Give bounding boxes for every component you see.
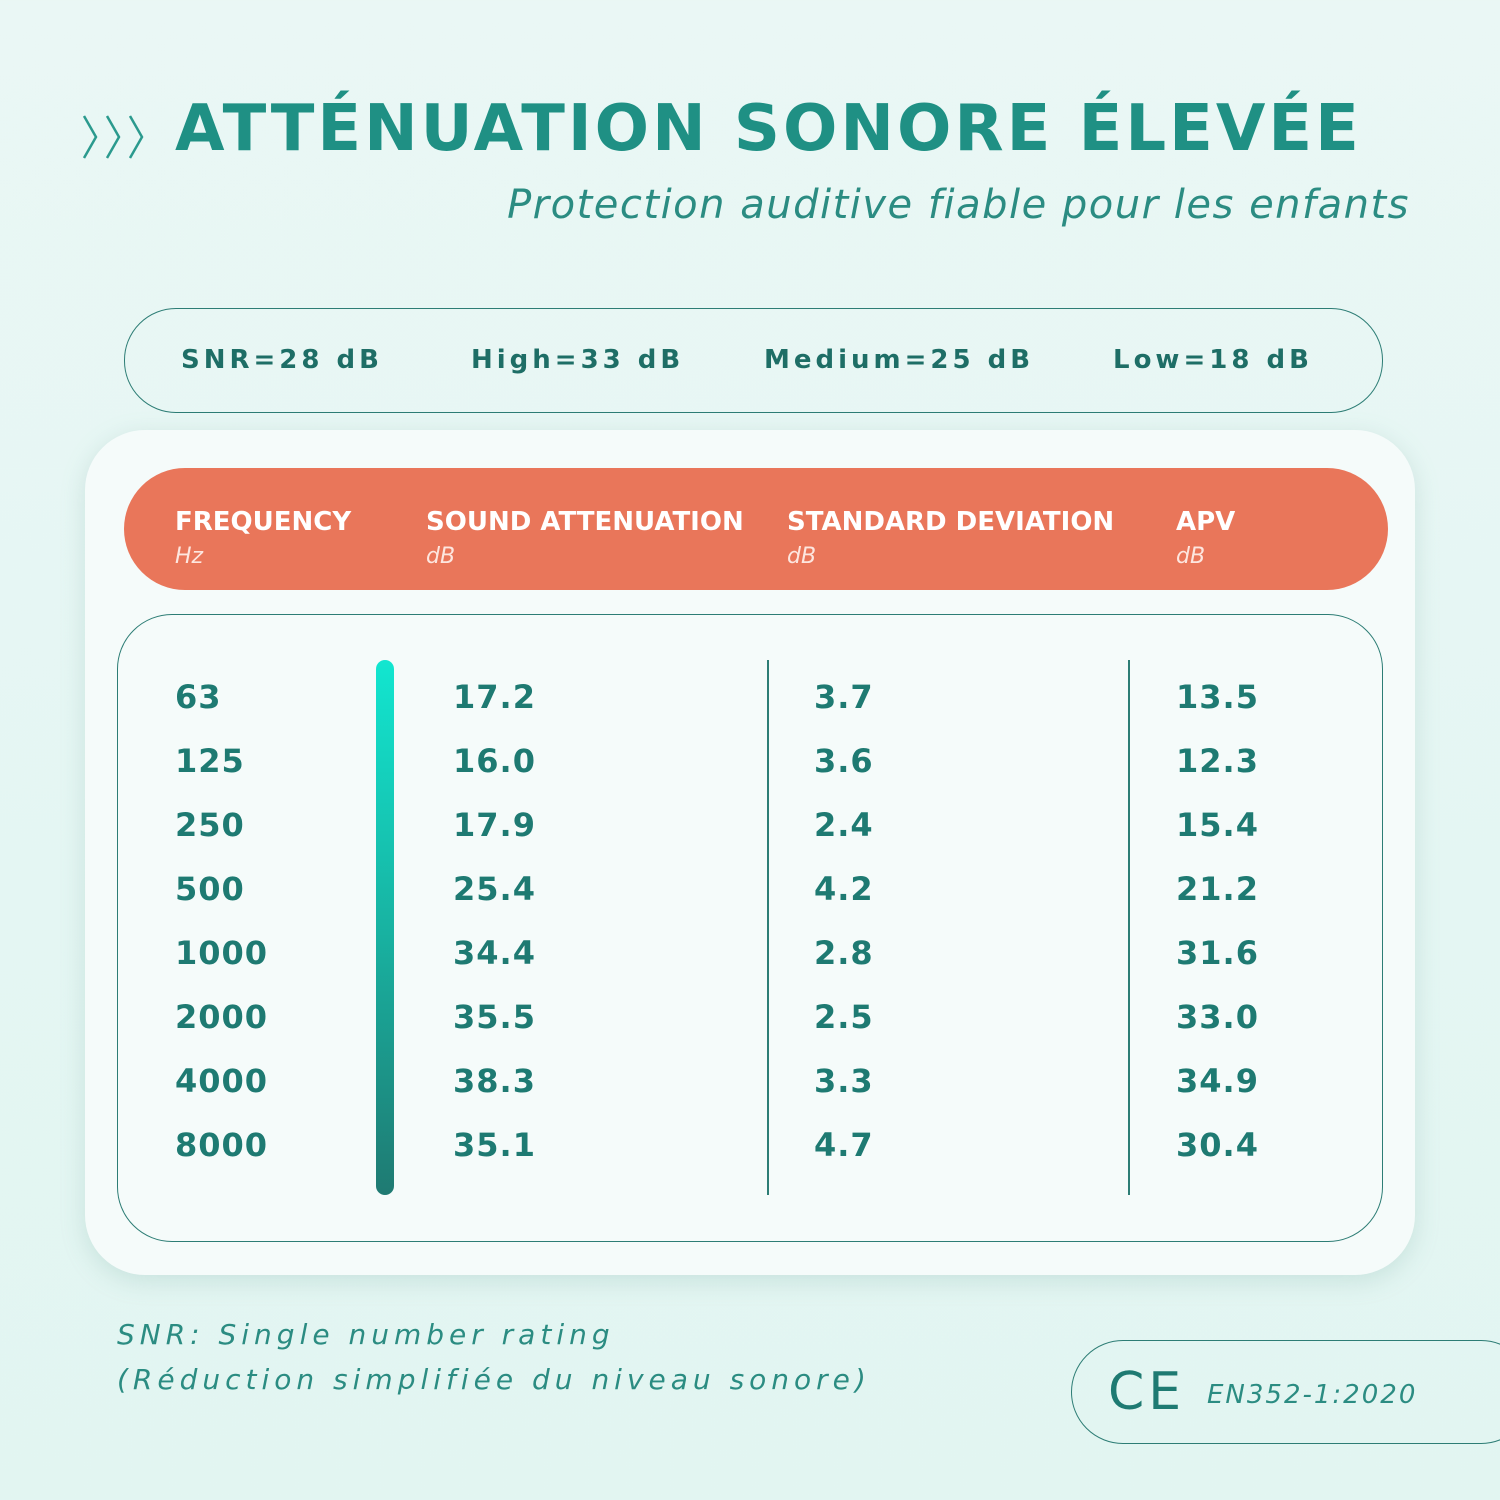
table-cell: 12.3 bbox=[1176, 742, 1259, 780]
table-cell: 125 bbox=[175, 742, 245, 780]
table-cell: 34.4 bbox=[453, 934, 536, 972]
table-cell: 2000 bbox=[175, 998, 269, 1036]
table-cell: 34.9 bbox=[1176, 1062, 1259, 1100]
table-cell: 35.1 bbox=[453, 1126, 536, 1164]
table-cell: 30.4 bbox=[1176, 1126, 1259, 1164]
table-cell: 25.4 bbox=[453, 870, 536, 908]
table-cell: 250 bbox=[175, 806, 245, 844]
gradient-bar bbox=[376, 660, 394, 1195]
table-cell: 4000 bbox=[175, 1062, 269, 1100]
ratings-box bbox=[124, 308, 1383, 413]
table-cell: 2.4 bbox=[814, 806, 874, 844]
column-unit: dB bbox=[1176, 544, 1206, 569]
table-body bbox=[117, 614, 1383, 1242]
table-cell: 4.7 bbox=[814, 1126, 874, 1164]
table-cell: 3.6 bbox=[814, 742, 874, 780]
table-cell: 31.6 bbox=[1176, 934, 1259, 972]
table-cell: 63 bbox=[175, 678, 222, 716]
table-cell: 35.5 bbox=[453, 998, 536, 1036]
table-cell: 13.5 bbox=[1176, 678, 1259, 716]
standard: EN352-1:2020 bbox=[1207, 1380, 1418, 1410]
table-cell: 21.2 bbox=[1176, 870, 1259, 908]
rating: Medium=25 dB bbox=[764, 345, 1035, 375]
divider bbox=[1128, 660, 1130, 1195]
column-unit: dB bbox=[787, 544, 817, 569]
divider bbox=[767, 660, 769, 1195]
table-cell: 15.4 bbox=[1176, 806, 1259, 844]
rating: Low=18 dB bbox=[1113, 345, 1313, 375]
table-cell: 4.2 bbox=[814, 870, 874, 908]
column-header: SOUND ATTENUATION bbox=[426, 507, 744, 537]
table-header bbox=[124, 468, 1388, 590]
rating: High=33 dB bbox=[471, 345, 685, 375]
table-cell: 3.3 bbox=[814, 1062, 874, 1100]
table-cell: 1000 bbox=[175, 934, 269, 972]
footnote: SNR: Single number rating bbox=[117, 1318, 615, 1351]
column-header: APV bbox=[1176, 507, 1236, 537]
chevrons bbox=[82, 115, 144, 159]
table-cell: 3.7 bbox=[814, 678, 874, 716]
cert-box bbox=[1071, 1340, 1500, 1444]
table-cell: 2.8 bbox=[814, 934, 874, 972]
column-unit: Hz bbox=[175, 544, 204, 569]
table-cell: 38.3 bbox=[453, 1062, 536, 1100]
column-header: STANDARD DEVIATION bbox=[787, 507, 1115, 537]
table-cell: 500 bbox=[175, 870, 245, 908]
footnote: (Réduction simplifiée du niveau sonore) bbox=[117, 1363, 871, 1396]
table-cell: 33.0 bbox=[1176, 998, 1259, 1036]
ce-mark: CE bbox=[1108, 1362, 1186, 1422]
rating: SNR=28 dB bbox=[181, 345, 383, 375]
column-header: FREQUENCY bbox=[175, 507, 352, 537]
table-cell: 17.2 bbox=[453, 678, 536, 716]
table-cell: 2.5 bbox=[814, 998, 874, 1036]
column-unit: dB bbox=[426, 544, 456, 569]
title: ATTÉNUATION SONORE ÉLEVÉE bbox=[175, 92, 1362, 166]
table-cell: 16.0 bbox=[453, 742, 536, 780]
subtitle: Protection auditive fiable pour les enfa… bbox=[507, 182, 1410, 228]
table-cell: 17.9 bbox=[453, 806, 536, 844]
table-cell: 8000 bbox=[175, 1126, 269, 1164]
